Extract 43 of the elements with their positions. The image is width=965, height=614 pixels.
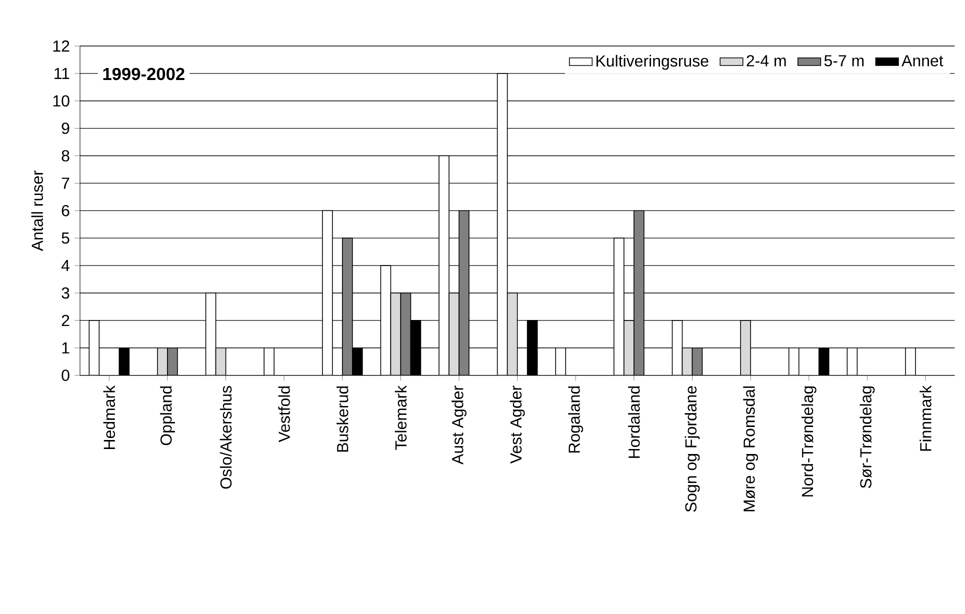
y-tick-label: 8: [62, 150, 70, 162]
x-tick-label: Aust Agder: [452, 386, 466, 464]
y-tick-label: 0: [62, 370, 70, 381]
x-tick-label: Telemark: [394, 385, 407, 450]
x-tick-label: Sogn og Fjordane: [684, 386, 700, 512]
y-tick-label: 11: [54, 68, 70, 79]
bar: [400, 292, 412, 376]
x-tick-label: Buskerud: [336, 386, 348, 452]
bar: [682, 347, 693, 376]
bar: [342, 238, 353, 376]
x-tick-label: Hedmark: [103, 385, 116, 449]
x-tick-label: Vestfold: [278, 386, 290, 442]
x-tick-label: Vest Agder: [510, 386, 525, 464]
legend-label: 2-4 m: [746, 55, 786, 66]
x-tick-label: Nord-Trøndelag: [801, 386, 816, 496]
y-tick-label: 12: [53, 40, 70, 52]
y-tick-label: 10: [53, 95, 70, 107]
bar: [215, 347, 226, 376]
y-axis-title: Antall ruser: [31, 170, 44, 252]
x-tick-label: Oppland: [160, 386, 175, 446]
bar: [692, 347, 703, 376]
x-tick-label: Rogaland: [568, 386, 584, 453]
y-tick-label: 4: [61, 260, 70, 272]
bar: [506, 292, 518, 376]
x-tick-label: Finnmark: [920, 385, 932, 451]
bar: [390, 292, 402, 376]
y-tick-label: 9: [62, 122, 70, 134]
y-tick-label: 2: [62, 314, 70, 326]
bar: [458, 210, 470, 376]
legend-label: 5-7 m: [824, 55, 864, 66]
y-tick-label: 5: [62, 232, 70, 244]
y-tick-label: 1: [62, 342, 70, 354]
y-tick-label: 6: [62, 205, 70, 216]
x-tick-label: Oslo/Akershus: [220, 386, 232, 489]
x-tick-label: Hordaland: [628, 386, 640, 458]
bar: [634, 210, 644, 376]
y-tick-label: 7: [62, 178, 70, 189]
legend-label: Kultiveringsruse: [596, 54, 708, 70]
x-tick-label: Møre og Romsdal: [743, 386, 758, 512]
y-tick-label: 3: [62, 287, 70, 299]
x-tick-label: Sør-Trøndelag: [860, 386, 875, 488]
legend-label: Annet: [902, 55, 944, 66]
text: 1999-2002: [103, 68, 184, 80]
